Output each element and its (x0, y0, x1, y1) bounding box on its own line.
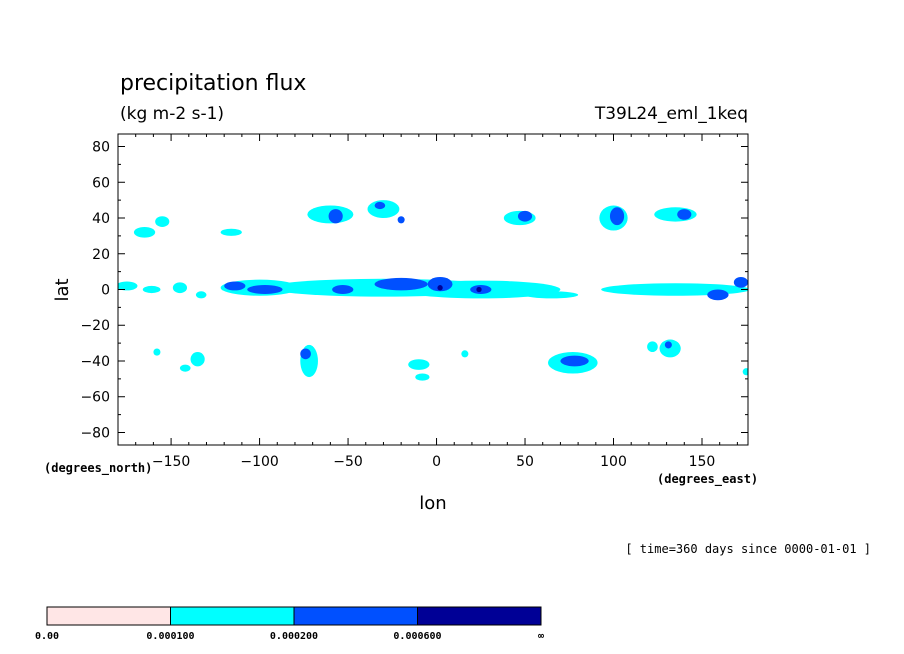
colorbar-box (46, 606, 171, 626)
chart-units: (kg m-2 s-1) (120, 104, 224, 124)
precip-region-level-2 (300, 348, 311, 360)
y-tick-label: −40 (80, 354, 110, 370)
colorbar-box (293, 606, 418, 626)
precip-region-level-1 (172, 282, 188, 294)
precip-region-level-1 (647, 341, 658, 353)
colorbar-label: 0.000100 (146, 631, 194, 642)
precip-region-level-3 (476, 286, 482, 293)
x-ticks: −150 −100 −50 0 50 100 150 (135, 134, 738, 470)
precip-region-level-1 (133, 226, 156, 238)
precip-region-level-2 (397, 216, 405, 224)
precip-region-level-2 (517, 210, 533, 222)
x-unit-label: (degrees_east) (657, 472, 758, 487)
colorbar: 0.00 0.000100 0.000200 0.000600 ∞ (35, 606, 544, 642)
precip-region-level-1 (659, 339, 681, 358)
precip-region-level-2 (664, 341, 672, 349)
precip-region-level-2 (677, 209, 692, 220)
precip-region-level-2 (332, 285, 354, 294)
x-tick-label: 50 (516, 454, 534, 470)
precip-region-level-2 (374, 201, 386, 210)
x-axis-label: lon (419, 493, 446, 514)
colorbar-label: 0.000200 (270, 631, 318, 642)
precip-region-level-2 (560, 355, 589, 367)
precip-region-level-2 (328, 209, 343, 224)
y-tick-label: 0 (101, 283, 110, 299)
precip-region-level-1 (190, 352, 205, 367)
y-ticks: 80 60 40 20 0 −20 −40 −60 −80 (80, 140, 748, 441)
precip-region-level-2 (733, 276, 748, 288)
colorbar-box (170, 606, 295, 626)
chart-title: precipitation flux (120, 71, 306, 96)
precip-region-level-1 (220, 228, 242, 236)
colorbar-box (417, 606, 542, 626)
precip-region-level-2 (247, 285, 283, 294)
dataset-label: T39L24_eml_1keq (594, 104, 748, 124)
y-tick-label: −20 (80, 318, 110, 334)
y-unit-label: (degrees_north) (44, 461, 152, 476)
precip-contours (118, 200, 748, 381)
x-tick-label: −50 (333, 454, 363, 470)
precip-region-level-1 (142, 285, 161, 294)
precip-region-level-1 (118, 281, 138, 291)
colorbar-label: 0.000600 (393, 631, 441, 642)
x-tick-label: 150 (689, 454, 716, 470)
x-tick-label: 0 (432, 454, 441, 470)
precip-region-level-1 (525, 291, 579, 299)
x-tick-label: −100 (240, 454, 278, 470)
precip-region-level-1 (153, 348, 161, 356)
precip-region-level-1 (742, 368, 748, 376)
y-tick-label: −80 (80, 425, 110, 441)
precip-region-level-2 (374, 277, 428, 291)
precip-region-level-1 (195, 291, 207, 299)
y-axis-label: lat (52, 278, 73, 301)
colorbar-label: ∞ (538, 631, 544, 642)
precip-region-level-1 (155, 216, 170, 227)
y-tick-label: 40 (92, 211, 110, 227)
y-tick-label: 60 (92, 175, 110, 191)
precip-region-level-1 (415, 373, 430, 381)
colorbar-label: 0.00 (35, 631, 59, 642)
x-tick-label: 100 (600, 454, 627, 470)
precip-region-level-1 (408, 359, 430, 370)
y-tick-label: 80 (92, 140, 110, 156)
precip-region-level-1 (461, 350, 469, 358)
precip-region-level-1 (367, 200, 400, 219)
colorbar-labels: 0.00 0.000100 0.000200 0.000600 ∞ (35, 631, 544, 642)
y-tick-label: 20 (92, 247, 110, 263)
precip-region-level-3 (437, 285, 443, 291)
x-tick-label: −150 (152, 454, 190, 470)
time-annotation: [ time=360 days since 0000-01-01 ] (625, 542, 871, 556)
precip-region-level-2 (224, 281, 246, 291)
precip-region-level-2 (707, 289, 729, 301)
plot-area: −150 −100 −50 0 50 100 150 80 60 40 20 0 −20 −40 −60 −… (80, 133, 749, 470)
precip-region-level-2 (609, 207, 625, 226)
colorbar-boxes (46, 606, 542, 626)
y-tick-label: −60 (80, 390, 110, 406)
precip-region-level-1 (179, 364, 191, 372)
precip-region-level-2 (427, 276, 453, 292)
